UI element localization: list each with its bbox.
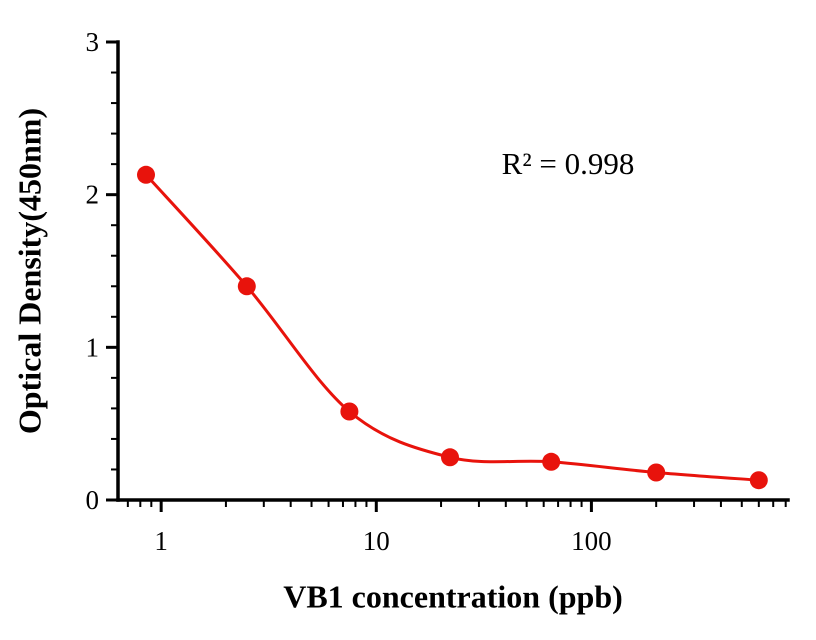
x-tick-label: 1 bbox=[154, 526, 168, 556]
x-axis-title: VB1 concentration (ppb) bbox=[283, 578, 623, 615]
data-point bbox=[441, 448, 459, 467]
y-axis-title: Optical Density(450nm) bbox=[11, 107, 48, 435]
data-point bbox=[137, 165, 155, 184]
data-point bbox=[340, 402, 359, 421]
y-tick-label: 1 bbox=[86, 332, 100, 362]
data-point bbox=[647, 463, 666, 482]
y-tick-label: 0 bbox=[86, 485, 100, 515]
r-squared-annotation: R² = 0.998 bbox=[501, 146, 635, 181]
data-point bbox=[749, 471, 768, 490]
x-tick-label: 10 bbox=[363, 526, 390, 556]
data-point bbox=[542, 452, 561, 471]
fit-curve bbox=[144, 173, 759, 482]
y-tick-label: 2 bbox=[86, 180, 100, 210]
x-tick-label: 100 bbox=[571, 526, 612, 556]
y-tick-label: 3 bbox=[86, 27, 100, 57]
data-point bbox=[237, 277, 256, 296]
